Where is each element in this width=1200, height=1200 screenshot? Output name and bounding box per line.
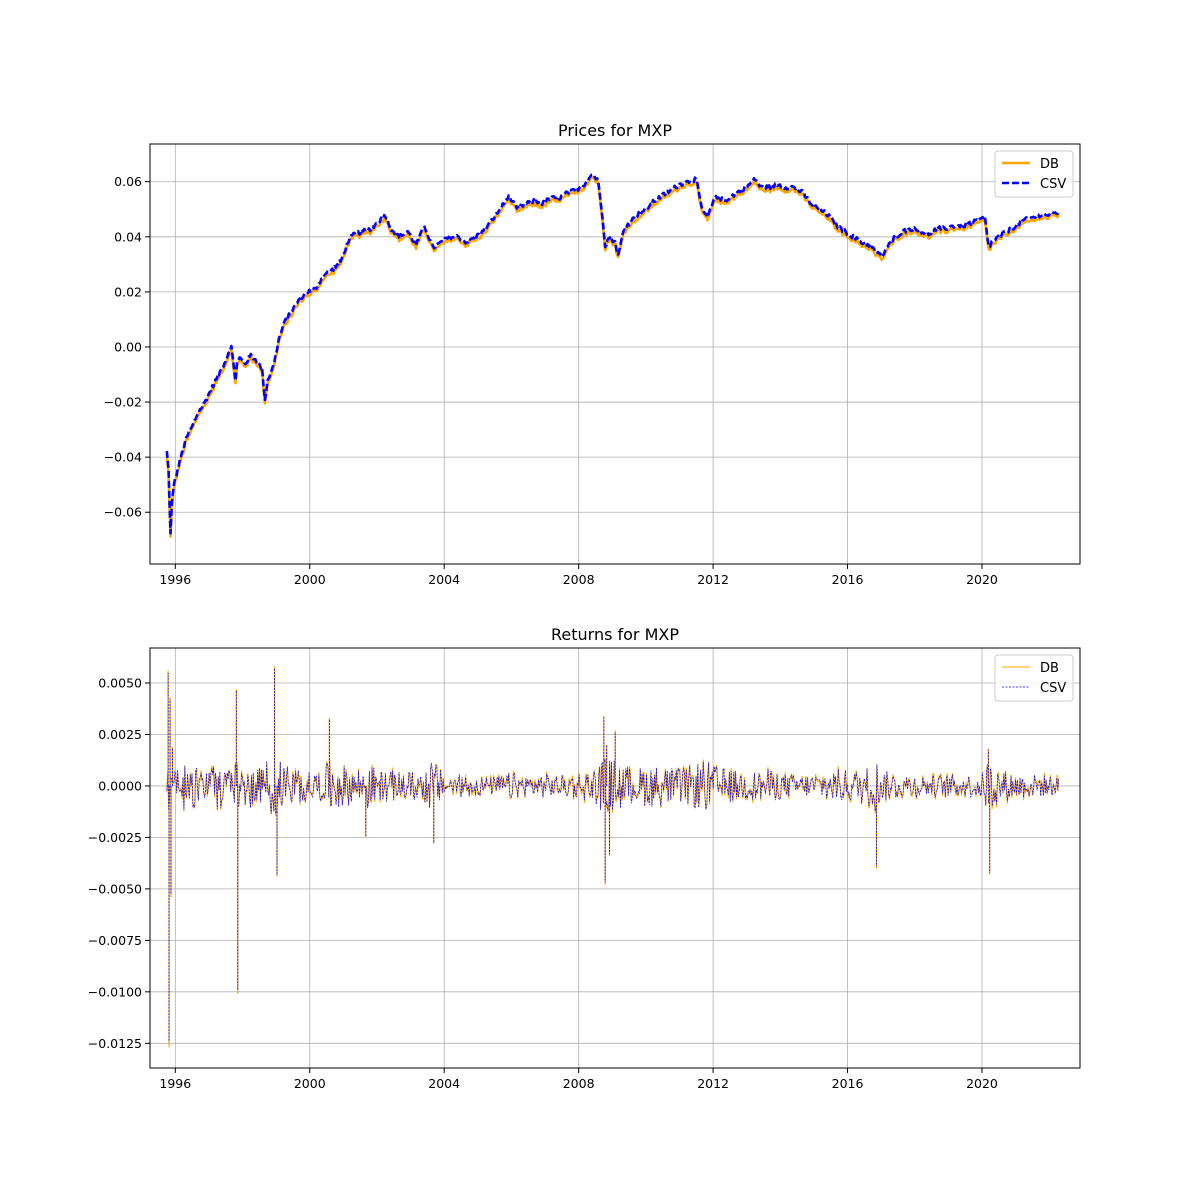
prices-y-tick-label: 0.00 — [114, 339, 142, 354]
prices-y-tick-label: 0.04 — [114, 229, 142, 244]
returns-series — [166, 666, 1060, 1048]
prices-y-tick-label: −0.04 — [104, 450, 142, 465]
prices-db-line — [165, 175, 1061, 538]
returns-x-tick-label: 2020 — [966, 1076, 998, 1091]
prices-y-tick-label: −0.02 — [104, 395, 142, 410]
prices-legend-db-label: DB — [1040, 157, 1059, 172]
returns-legend: DB CSV — [994, 654, 1074, 702]
prices-x-tick-label: 2020 — [966, 572, 998, 587]
prices-x-tick-label: 2008 — [563, 572, 595, 587]
returns-chart-title: Returns for MXP — [551, 625, 679, 644]
prices-x-tick-label: 2016 — [832, 572, 864, 587]
returns-y-tick-label: 0.0050 — [98, 676, 142, 691]
returns-x-tick-label: 2000 — [294, 1076, 326, 1091]
prices-series — [165, 173, 1061, 538]
returns-y-tick-label: −0.0125 — [88, 1036, 142, 1051]
returns-csv-line — [166, 759, 1060, 814]
prices-x-axis: 1996 2000 2004 2008 2012 2016 2020 — [159, 564, 998, 587]
returns-x-tick-label: 1996 — [159, 1076, 191, 1091]
returns-x-tick-label: 2012 — [697, 1076, 729, 1091]
prices-x-tick-label: 2004 — [428, 572, 460, 587]
returns-x-tick-label: 2016 — [832, 1076, 864, 1091]
returns-y-tick-label: 0.0000 — [98, 778, 142, 793]
prices-y-axis: −0.06 −0.04 −0.02 0.00 0.02 0.04 0.06 — [104, 174, 150, 520]
prices-legend: DB CSV — [994, 150, 1074, 198]
prices-csv-line — [165, 173, 1060, 535]
prices-plot-frame — [149, 143, 1081, 565]
prices-chart-title: Prices for MXP — [558, 121, 672, 140]
returns-legend-csv-label: CSV — [1040, 681, 1066, 696]
returns-x-tick-label: 2004 — [428, 1076, 460, 1091]
returns-y-tick-label: 0.0025 — [98, 727, 142, 742]
prices-y-tick-label: 0.02 — [114, 284, 142, 299]
returns-y-tick-label: −0.0100 — [88, 984, 142, 999]
returns-y-tick-label: −0.0075 — [88, 933, 142, 948]
prices-grid — [150, 144, 1080, 564]
prices-y-tick-label: 0.06 — [114, 174, 142, 189]
prices-y-tick-label: −0.06 — [104, 505, 142, 520]
returns-chart: Returns for MXP 1996 2000 2004 2008 2012 2016… — [88, 625, 1081, 1091]
prices-x-tick-label: 2012 — [697, 572, 729, 587]
prices-legend-csv-label: CSV — [1040, 177, 1066, 192]
prices-x-tick-label: 1996 — [159, 572, 191, 587]
returns-x-axis: 1996 2000 2004 2008 2012 2016 2020 — [159, 1068, 998, 1091]
returns-y-tick-label: −0.0025 — [88, 830, 142, 845]
returns-x-tick-label: 2008 — [563, 1076, 595, 1091]
prices-x-tick-label: 2000 — [294, 572, 326, 587]
returns-y-axis: −0.0125 −0.0100 −0.0075 −0.0050 −0.0025 0.000… — [88, 676, 150, 1051]
returns-legend-db-label: DB — [1040, 661, 1059, 676]
returns-plot-frame — [149, 647, 1081, 1069]
returns-grid — [150, 648, 1080, 1068]
returns-y-tick-label: −0.0050 — [88, 881, 142, 896]
prices-chart: Prices for MXP 1996 2000 2004 2008 2012 2016 2… — [104, 121, 1081, 587]
